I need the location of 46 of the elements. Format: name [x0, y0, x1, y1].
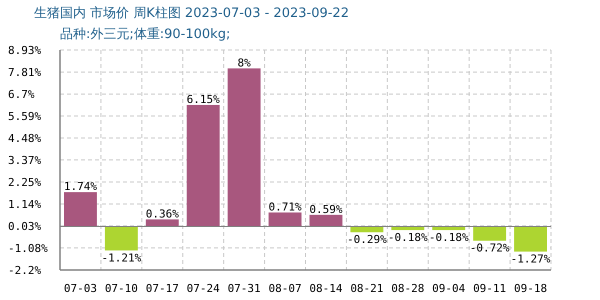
y-tick-label: 8.93%	[8, 44, 42, 57]
x-tick-label: 08-28	[391, 282, 424, 295]
chart-title: 生猪国内 市场价 周K柱图 2023-07-03 - 2023-09-22	[34, 6, 349, 21]
chart-subtitle: 品种:外三元;体重:90-100kg;	[60, 27, 230, 42]
y-tick-label: 0.03%	[8, 220, 42, 233]
x-tick-label: 08-07	[268, 282, 302, 295]
y-tick-label: -1.08%	[8, 242, 48, 255]
data-label: 0.71%	[268, 200, 302, 214]
y-tick-label: 3.37%	[8, 154, 42, 167]
y-tick-label: 6.7%	[8, 88, 35, 102]
data-label: -1.21%	[102, 251, 142, 264]
bar	[514, 226, 547, 252]
bar	[64, 192, 97, 227]
x-tick-label: 09-11	[473, 282, 506, 295]
y-tick-label: 5.59%	[8, 110, 42, 124]
data-label: -0.72%	[470, 242, 510, 255]
x-tick-label: 07-17	[146, 282, 179, 295]
x-tick-label: 08-14	[309, 282, 343, 295]
bar	[146, 219, 179, 227]
data-label: -0.29%	[347, 233, 388, 246]
data-label: 0.59%	[309, 202, 343, 216]
x-tick-label: 07-10	[104, 282, 138, 295]
bar	[104, 226, 138, 250]
data-label: -0.18%	[388, 231, 428, 244]
data-label: 8%	[238, 56, 252, 70]
bar	[228, 68, 261, 227]
x-tick-label: 09-18	[514, 282, 548, 295]
y-tick-label: 4.48%	[8, 132, 42, 145]
x-tick-label: 09-04	[432, 282, 466, 295]
data-label: 6.15%	[186, 92, 220, 106]
y-tick-label: -2.2%	[8, 264, 42, 277]
bar	[473, 226, 506, 241]
x-tick-label: 08-21	[350, 282, 384, 295]
data-label: 0.36%	[146, 207, 180, 220]
data-label: -0.18%	[428, 231, 469, 244]
y-tick-label: 1.14%	[8, 198, 42, 211]
bar	[310, 214, 342, 227]
x-tick-label: 07-24	[186, 282, 220, 295]
data-label: -1.27%	[510, 252, 551, 266]
bar	[268, 212, 302, 227]
y-tick-label: 7.81%	[8, 66, 42, 80]
bar	[186, 104, 220, 227]
x-tick-label: 07-03	[64, 282, 98, 295]
x-tick-label: 07-31	[228, 282, 261, 295]
data-label: 1.74%	[64, 180, 98, 194]
y-tick-label: 2.25%	[8, 176, 42, 190]
